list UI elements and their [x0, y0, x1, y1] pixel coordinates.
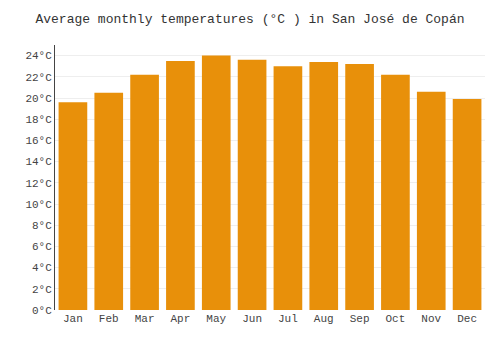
svg-text:Feb: Feb	[99, 313, 119, 325]
svg-text:May: May	[206, 313, 226, 325]
svg-text:Average monthly temperatures (: Average monthly temperatures (°C ) in Sa…	[35, 12, 464, 27]
svg-text:Jul: Jul	[278, 313, 298, 325]
svg-text:14°C: 14°C	[25, 156, 52, 168]
svg-text:20°C: 20°C	[25, 93, 52, 105]
svg-text:0°C: 0°C	[32, 305, 52, 317]
svg-text:18°C: 18°C	[25, 114, 52, 126]
svg-text:4°C: 4°C	[32, 262, 52, 274]
svg-text:Jun: Jun	[242, 313, 262, 325]
svg-text:16°C: 16°C	[25, 135, 52, 147]
svg-text:Apr: Apr	[171, 313, 191, 325]
svg-text:2°C: 2°C	[32, 284, 52, 296]
svg-text:6°C: 6°C	[32, 241, 52, 253]
svg-text:Mar: Mar	[135, 313, 155, 325]
svg-text:8°C: 8°C	[32, 220, 52, 232]
svg-text:24°C: 24°C	[25, 50, 52, 62]
svg-text:Aug: Aug	[314, 313, 334, 325]
svg-text:Oct: Oct	[386, 313, 406, 325]
svg-text:Nov: Nov	[421, 313, 441, 325]
svg-text:Sep: Sep	[350, 313, 370, 325]
svg-text:22°C: 22°C	[25, 72, 52, 84]
svg-text:12°C: 12°C	[25, 178, 52, 190]
svg-text:Dec: Dec	[457, 313, 477, 325]
svg-text:10°C: 10°C	[25, 199, 52, 211]
svg-text:Jan: Jan	[63, 313, 83, 325]
